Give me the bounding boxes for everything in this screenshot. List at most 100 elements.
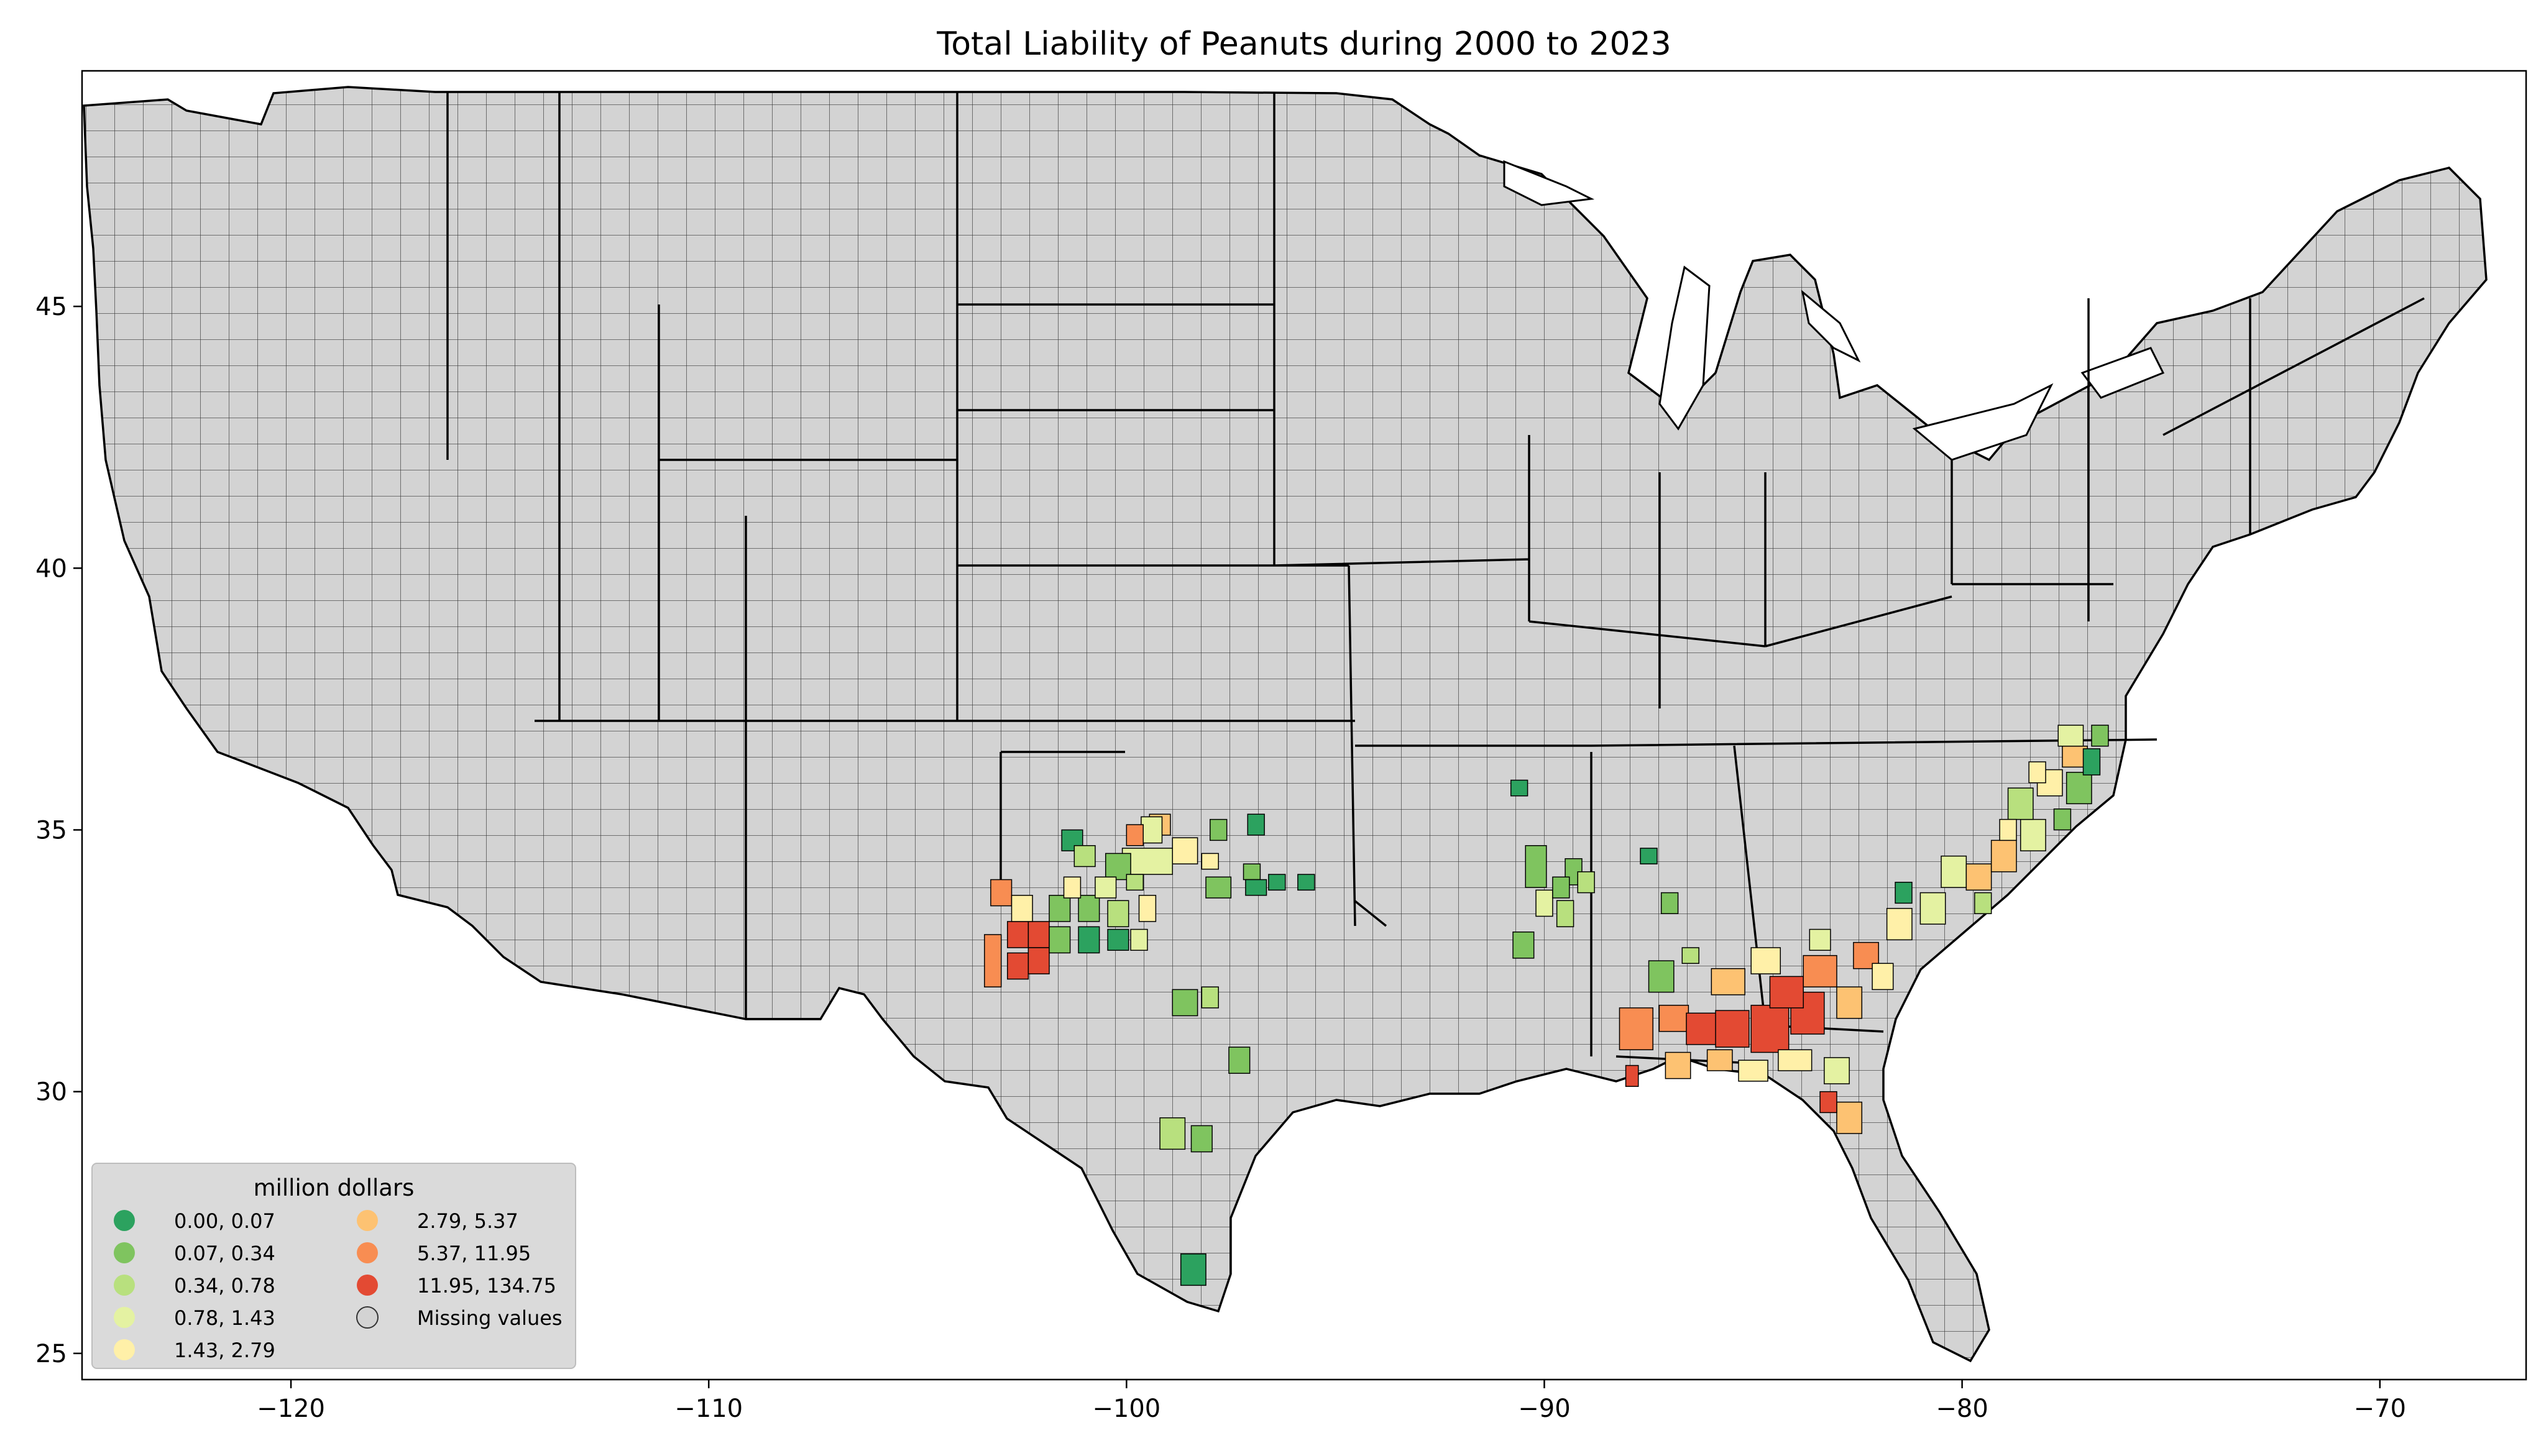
county-region [1778, 1049, 1813, 1071]
county-region [1027, 947, 1050, 974]
county-region [1658, 1004, 1689, 1032]
map-title: Total Liability of Peanuts during 2000 t… [936, 25, 1671, 63]
legend-title: million dollars [254, 1174, 415, 1201]
county-region [1965, 863, 1992, 891]
county-region [1078, 895, 1100, 922]
county-region [1210, 818, 1228, 841]
county-region [1107, 928, 1129, 951]
county-region [1126, 874, 1144, 891]
county-region [1648, 960, 1675, 993]
legend-swatch [114, 1339, 135, 1360]
county-region [1245, 879, 1267, 896]
county-region [1819, 1091, 1837, 1114]
county-region [1665, 1051, 1691, 1079]
county-region [2091, 725, 2109, 747]
county-region [1525, 845, 1547, 888]
county-region [1138, 895, 1157, 922]
county-region [1268, 874, 1286, 891]
county-region [1660, 892, 1679, 915]
y-tick-label: 35 [35, 816, 67, 845]
county-region [1895, 881, 1913, 904]
county-region [1552, 876, 1570, 899]
county-region [1141, 816, 1163, 844]
county-region [1686, 1012, 1721, 1045]
county-region [2053, 808, 2072, 831]
county-region [2057, 725, 2084, 747]
legend-label: 5.37, 11.95 [417, 1242, 531, 1265]
county-region [1715, 1010, 1750, 1048]
county-region [1172, 837, 1198, 864]
county-region [1007, 921, 1029, 948]
county-region [2082, 748, 2101, 776]
county-region [1027, 921, 1050, 948]
county-region [1738, 1060, 1768, 1082]
x-tick-label: −120 [257, 1394, 325, 1423]
county-region [1999, 818, 2017, 841]
county-region [1512, 931, 1535, 959]
county-region [1243, 863, 1261, 881]
legend-label: 0.00, 0.07 [174, 1209, 275, 1233]
county-region [1556, 900, 1574, 928]
plot-frame [81, 70, 2527, 1381]
county-region [2007, 787, 2034, 820]
county-region [1205, 876, 1232, 899]
x-tick-label: −80 [1936, 1394, 1988, 1423]
y-tick-label: 40 [35, 554, 67, 583]
legend-label: 2.79, 5.37 [417, 1209, 518, 1233]
county-region [1769, 976, 1804, 1009]
county-region [1011, 895, 1033, 922]
county-region [1681, 947, 1699, 964]
county-region [2066, 772, 2092, 805]
county-region [1990, 840, 2017, 872]
county-region [1172, 989, 1198, 1017]
legend-label: 0.34, 0.78 [174, 1274, 275, 1298]
legend-label: 0.07, 0.34 [174, 1242, 275, 1265]
county-region [1126, 824, 1144, 846]
data-regions [984, 725, 2109, 1286]
county-region [1201, 986, 1219, 1009]
legend-label: 0.78, 1.43 [174, 1306, 275, 1330]
legend-box [91, 1163, 576, 1369]
county-region [1640, 848, 1658, 864]
legend-swatch [114, 1307, 135, 1328]
county-region [984, 934, 1002, 987]
legend-swatch [114, 1242, 135, 1263]
y-tick-label: 45 [35, 293, 67, 321]
y-axis: 25 30 35 40 45 [35, 293, 82, 1368]
county-region [1706, 1049, 1733, 1071]
x-tick-label: −110 [674, 1394, 743, 1423]
county-region [1228, 1046, 1251, 1074]
legend-entries: 0.00, 0.07 0.07, 0.34 0.34, 0.78 0.78, 1.43… [114, 1209, 563, 1362]
county-region [1886, 908, 1913, 941]
county-region [1297, 874, 1315, 891]
legend-swatch [114, 1275, 135, 1296]
county-region [1247, 813, 1265, 836]
county-region [1007, 952, 1029, 980]
county-region [1711, 968, 1745, 996]
county-region [1159, 1117, 1186, 1150]
county-region [1625, 1065, 1639, 1087]
county-region [1190, 1125, 1213, 1153]
county-region [1619, 1007, 1653, 1051]
county-region [1750, 1004, 1790, 1053]
county-region [1577, 871, 1595, 894]
county-region [1201, 853, 1219, 870]
county-region [1535, 889, 1553, 917]
legend-swatch [357, 1275, 378, 1296]
county-region [1803, 955, 1837, 987]
x-axis: −120 −110 −100 −90 −80 −70 [257, 1380, 2406, 1423]
county-region [1095, 876, 1117, 899]
x-tick-label: −90 [1518, 1394, 1570, 1423]
county-region [2020, 818, 2046, 851]
legend-label: 1.43, 2.79 [174, 1339, 275, 1362]
county-region [1180, 1253, 1206, 1286]
county-region [1941, 855, 1967, 888]
county-region [1049, 926, 1071, 954]
county-region [1510, 779, 1528, 797]
y-tick-label: 30 [35, 1078, 67, 1107]
legend-label: 11.95, 134.75 [417, 1274, 556, 1298]
county-region [1750, 947, 1781, 974]
county-region [1824, 1057, 1850, 1084]
legend-swatch [114, 1210, 135, 1231]
